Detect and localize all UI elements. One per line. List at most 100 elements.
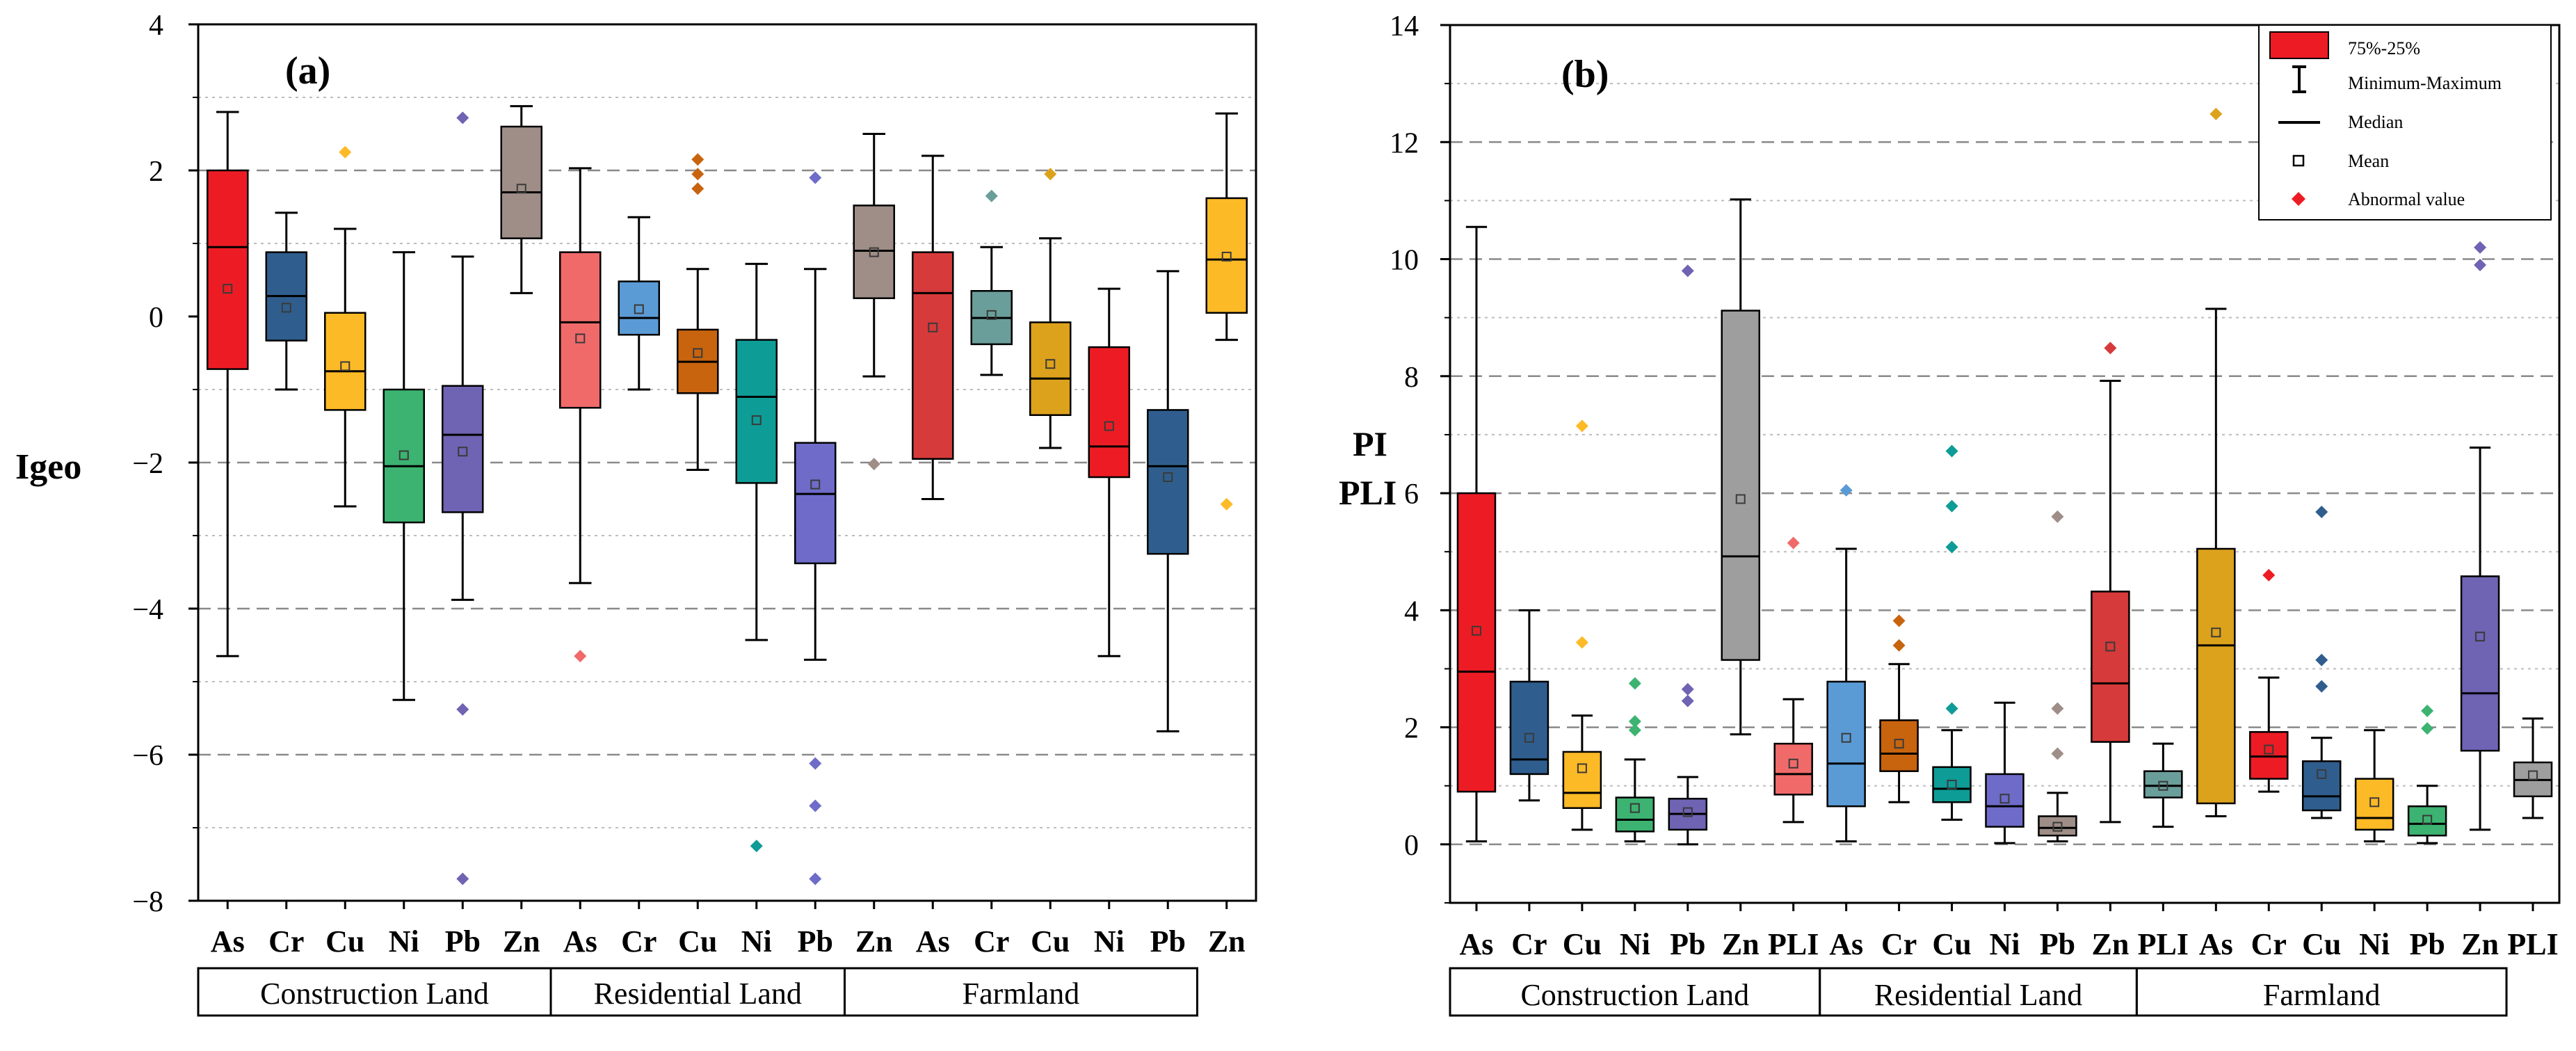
outlier-point [1892, 614, 1906, 627]
box-mean-marker [1841, 732, 1851, 743]
outlier-point [2474, 258, 2487, 271]
group-frame [844, 967, 1198, 1017]
group-label: Farmland [963, 977, 1080, 1011]
box-iqr [2354, 778, 2394, 831]
box-iqr [1879, 719, 1919, 772]
box-iqr [1932, 766, 1972, 803]
category-label: As [916, 924, 950, 958]
category-label: Pb [2409, 927, 2445, 961]
box-iqr [853, 204, 895, 299]
legend-outlier-symbol [2292, 192, 2305, 206]
legend-outlier-label: Abnormal value [2348, 189, 2465, 209]
box-iqr [2301, 760, 2342, 812]
box-mean-marker [2052, 821, 2063, 832]
outlier-point [2421, 722, 2434, 735]
outlier-point [1220, 497, 1233, 511]
panel-b-ylabel-pli: PLI [1339, 473, 1396, 512]
outlier-point [2051, 702, 2064, 715]
y-tick-label: 14 [1390, 10, 1419, 42]
panel-a-chart: −8 −6 −4 −2 0 2 4 As Cr Cu Ni Pb Zn As Cr Cu Ni Pb Zn As Cr C… [132, 10, 1257, 1017]
box-mean-marker [1788, 758, 1798, 769]
outlier-point [1044, 168, 1057, 181]
outlier-point [1840, 483, 1853, 497]
category-label: Zn [1208, 924, 1246, 958]
category-label: As [1829, 927, 1863, 961]
y-tick-label: 4 [149, 10, 163, 42]
category-label: Zn [503, 924, 540, 958]
box-mean-marker [986, 310, 997, 320]
box-mean-marker [869, 247, 879, 257]
panel-a-label: (a) [285, 49, 330, 93]
outlier-point [2315, 680, 2328, 693]
legend-mean-label: Mean [2348, 151, 2389, 171]
category-label: Cr [268, 924, 304, 958]
outlier-point [574, 650, 587, 663]
category-label: Cr [621, 924, 657, 958]
box-iqr [794, 442, 837, 565]
outlier-point [2051, 747, 2064, 760]
outlier-point [456, 111, 469, 125]
outlier-point [456, 872, 469, 885]
category-label: Cr [1881, 927, 1917, 961]
category-label: Cu [678, 924, 717, 958]
box-iqr [1721, 310, 1760, 661]
box-mean-marker [1577, 763, 1587, 773]
box-mean-marker [2528, 770, 2538, 780]
category-label: PLI [2507, 927, 2558, 961]
legend-whisker-label: Minimum-Maximum [2348, 73, 2502, 93]
outlier-point [2315, 505, 2328, 518]
box-iqr [2407, 805, 2447, 837]
category-label: Zn [1722, 927, 1760, 961]
outlier-point [2104, 342, 2117, 355]
category-label: As [563, 924, 597, 958]
category-label: Cr [1511, 927, 1547, 961]
outlier-point [2262, 568, 2276, 581]
box-mean-marker [2317, 769, 2327, 779]
category-label: Ni [1990, 927, 2020, 961]
group-label: Construction Land [1520, 978, 1749, 1012]
outlier-point [867, 458, 880, 471]
box-iqr [1205, 197, 1248, 314]
box-mean-marker [1947, 780, 1957, 790]
legend-mean-symbol [2292, 154, 2305, 167]
box-iqr [2249, 731, 2289, 780]
outlier-point [1787, 536, 1800, 549]
box-mean-marker [810, 479, 821, 490]
box-mean-marker [2158, 780, 2168, 791]
y-tick-label: 2 [149, 156, 163, 188]
outlier-point [1628, 677, 1641, 690]
box-mean-marker [2105, 641, 2116, 652]
outlier-point [456, 703, 469, 716]
box-iqr [1985, 773, 2024, 828]
outlier-point [809, 171, 822, 184]
box-mean-marker [2369, 797, 2380, 808]
box-mean-marker [1104, 421, 1114, 431]
y-tick-label: 2 [1404, 713, 1419, 745]
box-mean-marker [1221, 251, 1232, 262]
category-label: Pb [798, 924, 833, 958]
category-label: Pb [445, 924, 481, 958]
box-mean-marker [2264, 744, 2274, 755]
category-label: Cu [2302, 927, 2341, 961]
category-label: Cr [974, 924, 1009, 958]
outlier-point [1575, 419, 1588, 433]
box-mean-marker [1163, 472, 1173, 482]
box-iqr [1615, 796, 1655, 833]
box-iqr [2038, 815, 2077, 837]
box-mean-marker [634, 304, 644, 314]
box-iqr [735, 339, 778, 484]
box-mean-marker [399, 450, 409, 460]
category-label: Zn [2091, 927, 2129, 961]
box-mean-marker [751, 415, 762, 426]
box-mean-marker [693, 348, 703, 358]
box-iqr [1562, 751, 1602, 809]
category-label: Pb [1670, 927, 1705, 961]
category-label: Cu [1563, 927, 1602, 961]
outlier-point [2421, 705, 2434, 718]
outlier-point [1945, 444, 1958, 458]
category-label: Ni [1620, 927, 1650, 961]
box-mean-marker [1682, 807, 1693, 817]
category-label: As [2199, 927, 2233, 961]
category-label: Cu [325, 924, 364, 958]
